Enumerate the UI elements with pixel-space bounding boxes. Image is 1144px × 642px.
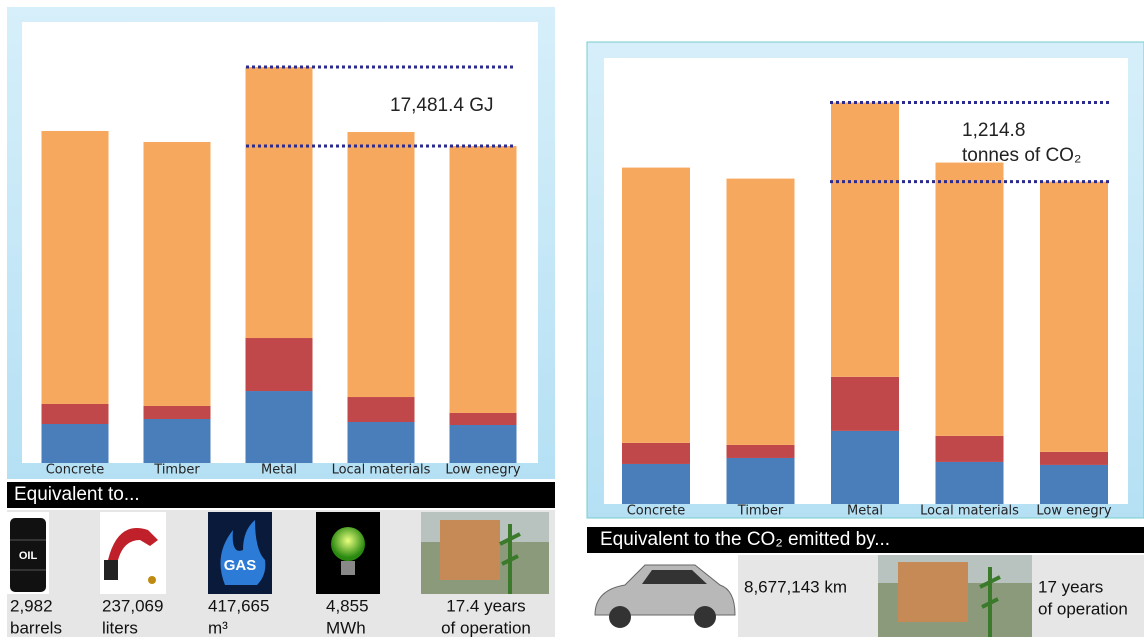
equivalent-label: 17.4 years: [446, 596, 525, 615]
building-image: [421, 512, 549, 594]
bar-segment: [143, 405, 211, 419]
annotation: 17,481.4 GJ: [390, 95, 494, 116]
svg-text:GAS: GAS: [224, 557, 257, 574]
equivalent-label: 8,677,143 km: [744, 577, 847, 596]
gas-icon: GAS: [208, 512, 272, 594]
bar-segment: [347, 422, 415, 463]
category-label: Concrete: [627, 504, 686, 519]
bar-segment: [726, 457, 795, 504]
equivalent-label: of operation: [441, 618, 531, 637]
bulb-icon: [316, 512, 380, 594]
category-label: Timber: [737, 504, 784, 519]
bar-segment: [143, 418, 211, 463]
bar-segment: [245, 391, 313, 463]
bar-segment: [41, 424, 109, 463]
bar-segment: [245, 67, 313, 339]
heading-bar: [587, 527, 1144, 553]
bar-segment: [831, 102, 899, 377]
heading: Equivalent to the CO₂ emitted by...: [600, 529, 890, 550]
equivalent-label: 4,855: [326, 596, 369, 615]
fuel-pump-icon: [100, 512, 166, 594]
category-label: Low enegry: [445, 463, 521, 478]
bar-segment: [726, 444, 795, 458]
bar-segment: [245, 338, 313, 392]
bar-segment: [1040, 464, 1108, 504]
svg-text:OIL: OIL: [19, 550, 38, 562]
bar-segment: [726, 178, 795, 445]
annotation: tonnes of CO₂: [962, 145, 1081, 166]
bar-segment: [622, 463, 690, 504]
building-image: [878, 555, 1032, 637]
bar-segment: [449, 424, 517, 463]
equivalent-label: m³: [208, 618, 228, 637]
bar-segment: [347, 132, 415, 398]
category-label: Metal: [261, 463, 297, 478]
category-label: Low enegry: [1036, 504, 1112, 519]
category-label: Concrete: [46, 463, 105, 478]
bar-segment: [935, 162, 1004, 436]
bar-segment: [935, 461, 1004, 504]
bar-segment: [41, 403, 109, 425]
bar-segment: [41, 130, 109, 404]
category-label: Local materials: [332, 463, 431, 478]
annotation: 1,214.8: [962, 120, 1025, 141]
category-label: Metal: [847, 504, 883, 519]
equivalent-label: MWh: [326, 618, 366, 637]
equivalent-label: barrels: [10, 618, 62, 637]
bar-segment: [622, 442, 690, 464]
bar-segment: [449, 412, 517, 425]
equivalent-label: 417,665: [208, 596, 269, 615]
bar-segment: [831, 376, 899, 431]
equivalent-label: 17 years: [1038, 577, 1103, 596]
bar-segment: [831, 430, 899, 504]
bar-segment: [143, 142, 211, 406]
bar-segment: [935, 435, 1004, 462]
equivalent-label: 2,982: [10, 596, 53, 615]
bar-segment: [622, 167, 690, 443]
bar-segment: [449, 145, 517, 413]
equivalent-label: liters: [102, 618, 138, 637]
bar-segment: [1040, 451, 1108, 465]
bar-segment: [1040, 181, 1108, 452]
car-image: [587, 555, 738, 637]
heading-bar: [7, 482, 555, 508]
bar-segment: [347, 397, 415, 423]
equivalent-label: of operation: [1038, 599, 1128, 618]
heading: Equivalent to...: [14, 484, 140, 505]
category-label: Local materials: [920, 504, 1019, 519]
oil-barrel-icon: OIL: [7, 512, 49, 594]
category-label: Timber: [153, 463, 200, 478]
equivalent-label: 237,069: [102, 596, 163, 615]
